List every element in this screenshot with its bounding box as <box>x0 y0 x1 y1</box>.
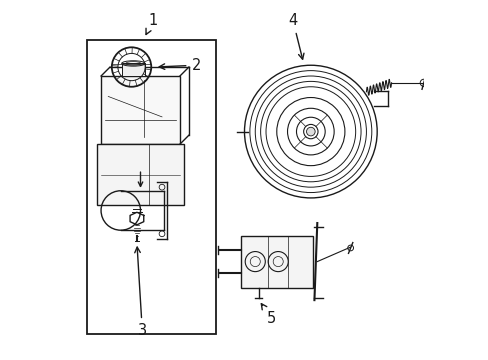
Bar <box>241 235 312 288</box>
Bar <box>122 63 144 76</box>
Text: 2: 2 <box>159 58 201 73</box>
Bar <box>97 144 183 205</box>
Text: 1: 1 <box>146 13 157 35</box>
Text: 5: 5 <box>261 304 275 325</box>
Bar <box>86 40 215 334</box>
Circle shape <box>306 127 314 136</box>
Text: 4: 4 <box>288 13 304 59</box>
Text: 3: 3 <box>135 247 146 338</box>
Bar <box>101 76 180 144</box>
